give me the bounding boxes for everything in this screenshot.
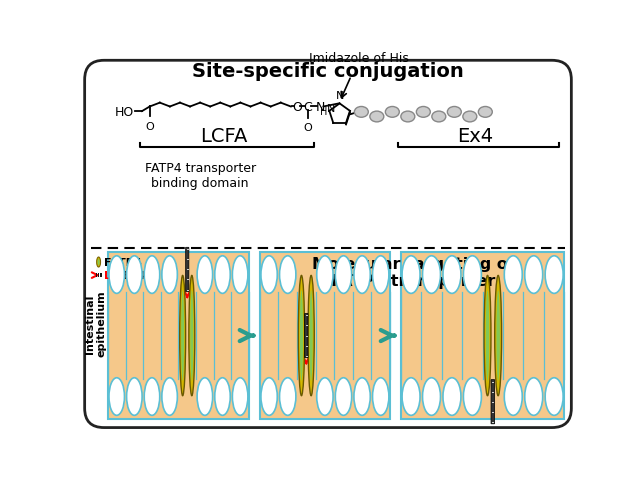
Ellipse shape [525,378,543,415]
Ellipse shape [355,107,368,118]
Ellipse shape [443,378,461,415]
Ellipse shape [545,378,563,415]
Ellipse shape [127,378,142,415]
Text: HO: HO [115,106,134,119]
Ellipse shape [215,256,230,294]
Text: LCFA: LCFA [200,127,247,146]
Text: LCFA: LCFA [104,271,134,281]
Ellipse shape [495,276,502,396]
FancyBboxPatch shape [186,248,189,292]
Ellipse shape [335,256,352,294]
Ellipse shape [280,256,296,294]
Text: O: O [303,122,312,133]
Ellipse shape [335,378,352,415]
Ellipse shape [197,378,212,415]
Ellipse shape [298,276,305,396]
Ellipse shape [109,256,124,294]
Text: Ex4: Ex4 [457,127,493,146]
Ellipse shape [447,107,461,118]
Bar [100,273,102,278]
Bar [260,253,390,419]
Ellipse shape [280,378,296,415]
Ellipse shape [261,256,277,294]
Ellipse shape [545,256,563,294]
Ellipse shape [300,291,303,381]
Text: N: N [326,104,335,114]
Ellipse shape [180,276,186,396]
Ellipse shape [232,378,248,415]
Ellipse shape [401,112,415,122]
Text: FATP4 transporter
binding domain: FATP4 transporter binding domain [145,162,256,190]
Text: O: O [292,101,302,114]
Ellipse shape [317,378,333,415]
Ellipse shape [432,112,446,122]
Ellipse shape [422,256,440,294]
Bar [108,253,249,419]
Ellipse shape [98,259,100,266]
Ellipse shape [109,378,124,415]
Ellipse shape [486,291,489,381]
Ellipse shape [144,256,160,294]
Ellipse shape [402,256,420,294]
Ellipse shape [504,378,522,415]
Ellipse shape [484,276,491,396]
Bar [401,253,564,419]
FancyBboxPatch shape [491,380,495,424]
Ellipse shape [385,107,399,118]
Ellipse shape [261,378,277,415]
Bar [98,273,99,278]
Text: N: N [335,91,344,100]
Ellipse shape [504,256,522,294]
Text: FATP4: FATP4 [104,257,142,268]
Ellipse shape [372,378,389,415]
Ellipse shape [97,257,100,268]
Text: Molecular targeting of
FATP4 transporter: Molecular targeting of FATP4 transporter [312,257,515,288]
Ellipse shape [189,276,195,396]
Ellipse shape [497,291,500,381]
Text: Imidazole of His: Imidazole of His [309,52,409,65]
Ellipse shape [525,256,543,294]
Ellipse shape [402,378,420,415]
Ellipse shape [372,256,389,294]
Ellipse shape [354,256,371,294]
FancyBboxPatch shape [84,61,572,428]
Ellipse shape [463,378,481,415]
Text: Intestinal
epithelium: Intestinal epithelium [84,290,106,356]
Ellipse shape [443,256,461,294]
Ellipse shape [463,112,477,122]
Ellipse shape [127,256,142,294]
Ellipse shape [197,256,212,294]
Ellipse shape [162,378,177,415]
Ellipse shape [317,256,333,294]
Ellipse shape [417,107,430,118]
Text: C: C [303,101,312,114]
Ellipse shape [478,107,492,118]
Ellipse shape [310,291,313,381]
Text: Site-specific conjugation: Site-specific conjugation [192,61,464,81]
Ellipse shape [308,276,314,396]
Ellipse shape [181,291,184,381]
Text: O: O [145,122,154,132]
Ellipse shape [162,256,177,294]
Ellipse shape [354,378,371,415]
Bar [95,273,97,278]
Ellipse shape [370,112,384,122]
Ellipse shape [144,378,160,415]
Ellipse shape [215,378,230,415]
Text: -Ex4: -Ex4 [118,271,145,281]
Text: H: H [319,106,327,117]
Ellipse shape [190,291,193,381]
Ellipse shape [463,256,481,294]
Ellipse shape [232,256,248,294]
FancyBboxPatch shape [305,314,308,358]
Ellipse shape [422,378,440,415]
Text: N: N [316,101,325,114]
